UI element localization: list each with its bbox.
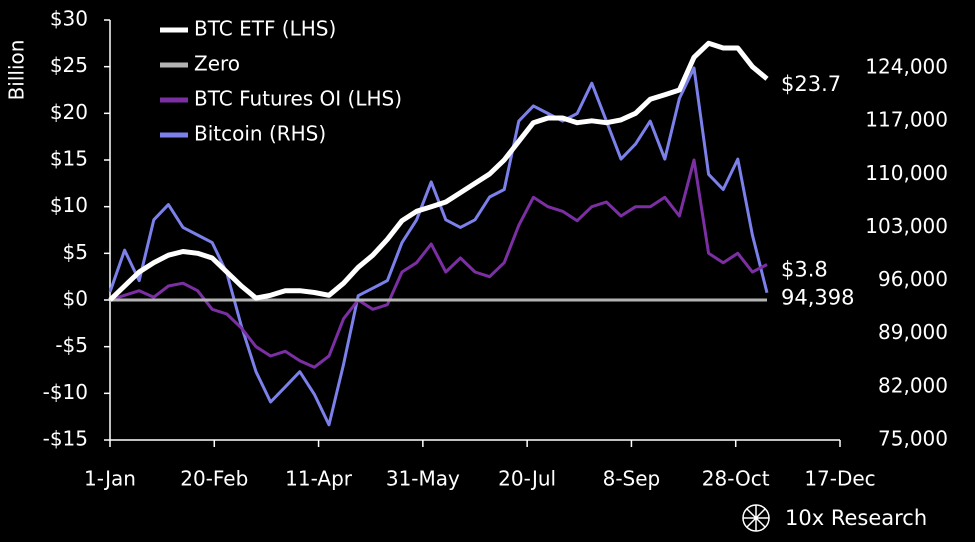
- y-axis-label: Billion: [5, 40, 29, 101]
- brand-logo: [742, 504, 770, 532]
- y-tick-label: $0: [63, 287, 88, 311]
- legend-label: BTC ETF (LHS): [194, 17, 336, 41]
- legend-label: BTC Futures OI (LHS): [194, 87, 402, 111]
- x-tick-label: 20-Feb: [180, 467, 248, 491]
- y2-tick-label: 124,000: [865, 54, 948, 78]
- y-tick-label: -$15: [43, 427, 88, 451]
- y2-tick-label: 117,000: [865, 108, 948, 132]
- y-tick-label: -$10: [43, 380, 88, 404]
- series-line: [109, 158, 768, 369]
- y-tick-label: $25: [50, 53, 88, 77]
- y2-tick-label: 75,000: [878, 427, 948, 451]
- y-tick-label: $20: [50, 100, 88, 124]
- y2-tick-label: 110,000: [865, 161, 948, 185]
- y2-tick-label: 89,000: [878, 320, 948, 344]
- y-tick-label: -$5: [55, 333, 88, 357]
- y2-tick-label: 103,000: [865, 214, 948, 238]
- legend-label: Bitcoin (RHS): [194, 122, 326, 146]
- x-tick-label: 31-May: [386, 467, 460, 491]
- brand: 10x Research: [785, 506, 927, 530]
- y2-tick-label: 96,000: [878, 267, 948, 291]
- x-tick-label: 1-Jan: [84, 467, 136, 491]
- end-label: $23.7: [781, 72, 841, 96]
- x-tick-label: 28-Oct: [702, 467, 770, 491]
- end-label: 94,398: [781, 286, 854, 310]
- legend-label: Zero: [194, 52, 240, 76]
- x-tick-label: 11-Apr: [285, 467, 353, 491]
- y-tick-label: $10: [50, 193, 88, 217]
- x-tick-label: 8-Sep: [603, 467, 661, 491]
- x-tick-label: 17-Dec: [804, 467, 875, 491]
- y-tick-label: $15: [50, 147, 88, 171]
- y-tick-label: $5: [63, 240, 88, 264]
- y-tick-label: $30: [50, 7, 88, 31]
- series-line: [108, 40, 769, 302]
- series-line: [108, 66, 769, 427]
- x-tick-label: 20-Jul: [498, 467, 556, 491]
- end-label: $3.8: [781, 258, 828, 282]
- y2-tick-label: 82,000: [878, 373, 948, 397]
